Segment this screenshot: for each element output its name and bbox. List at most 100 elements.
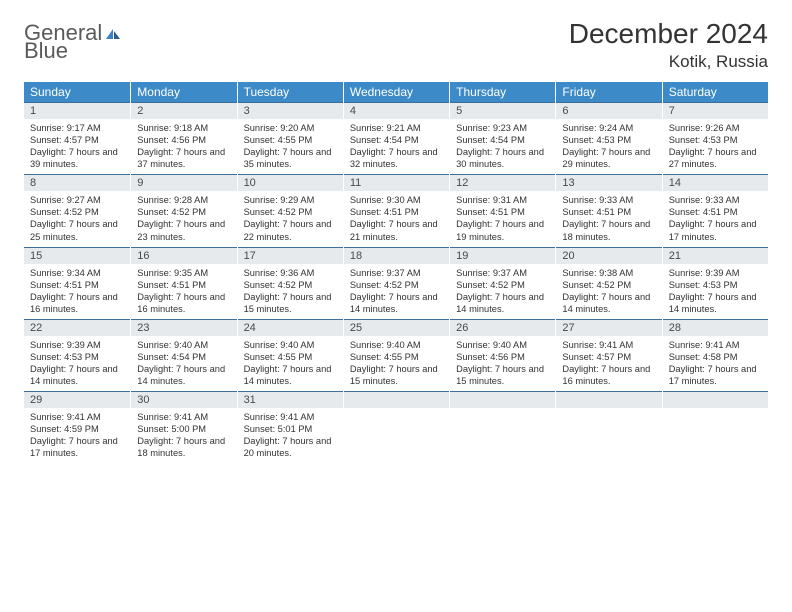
daylight-line: Daylight: 7 hours and 15 minutes. <box>350 363 443 387</box>
day-number: 31 <box>238 391 343 408</box>
sunset-line: Sunset: 4:59 PM <box>30 423 124 435</box>
sunset-line: Sunset: 4:52 PM <box>244 279 337 291</box>
daylight-line: Daylight: 7 hours and 21 minutes. <box>350 218 443 242</box>
calendar-day-cell: 26Sunrise: 9:40 AMSunset: 4:56 PMDayligh… <box>449 319 555 391</box>
calendar-day-cell: 29Sunrise: 9:41 AMSunset: 4:59 PMDayligh… <box>24 391 130 463</box>
sunset-line: Sunset: 4:53 PM <box>669 134 762 146</box>
sunset-line: Sunset: 4:55 PM <box>244 351 337 363</box>
sunrise-line: Sunrise: 9:27 AM <box>30 194 124 206</box>
calendar-day-cell: 11Sunrise: 9:30 AMSunset: 4:51 PMDayligh… <box>343 174 449 246</box>
day-details: Sunrise: 9:27 AMSunset: 4:52 PMDaylight:… <box>24 191 130 242</box>
sunrise-line: Sunrise: 9:29 AM <box>244 194 337 206</box>
sunrise-line: Sunrise: 9:28 AM <box>137 194 230 206</box>
sunset-line: Sunset: 4:53 PM <box>669 279 762 291</box>
calendar-day-cell: 30Sunrise: 9:41 AMSunset: 5:00 PMDayligh… <box>130 391 236 463</box>
calendar-day-cell: 2Sunrise: 9:18 AMSunset: 4:56 PMDaylight… <box>130 102 236 174</box>
calendar-day-cell: 10 Sunrise: 9:29 AMSunset: 4:52 PMDayligh… <box>237 174 343 246</box>
sunrise-line: Sunrise: 9:17 AM <box>30 122 124 134</box>
daylight-line: Daylight: 7 hours and 17 minutes. <box>669 363 762 387</box>
day-number: 12 <box>450 174 555 191</box>
day-details: Sunrise: 9:38 AMSunset: 4:52 PMDaylight:… <box>556 264 661 315</box>
day-details: Sunrise: 9:40 AMSunset: 4:55 PMDaylight:… <box>238 336 343 387</box>
day-number: 5 <box>450 102 555 119</box>
daylight-line: Daylight: 7 hours and 16 minutes. <box>137 291 230 315</box>
day-details: Sunrise: 9:40 AMSunset: 4:55 PMDaylight:… <box>344 336 449 387</box>
day-details: Sunrise: 9:39 AMSunset: 4:53 PMDaylight:… <box>24 336 130 387</box>
day-number: 25 <box>344 319 449 336</box>
sunrise-line: Sunrise: 9:41 AM <box>669 339 762 351</box>
sunset-line: Sunset: 4:52 PM <box>456 279 549 291</box>
day-details: Sunrise: 9:41 AMSunset: 4:58 PMDaylight:… <box>663 336 768 387</box>
calendar-day-cell: 28Sunrise: 9:41 AMSunset: 4:58 PMDayligh… <box>662 319 768 391</box>
calendar-day-cell: 21Sunrise: 9:39 AMSunset: 4:53 PMDayligh… <box>662 247 768 319</box>
day-details: Sunrise: 9:28 AMSunset: 4:52 PMDaylight:… <box>131 191 236 242</box>
day-number: 6 <box>556 102 661 119</box>
sunrise-line: Sunrise: 9:40 AM <box>456 339 549 351</box>
sunrise-line: Sunrise: 9:18 AM <box>137 122 230 134</box>
calendar-day-cell: 16Sunrise: 9:35 AMSunset: 4:51 PMDayligh… <box>130 247 236 319</box>
sunset-line: Sunset: 4:52 PM <box>137 206 230 218</box>
sunset-line: Sunset: 4:52 PM <box>244 206 337 218</box>
calendar-day-cell: 3Sunrise: 9:20 AMSunset: 4:55 PMDaylight… <box>237 102 343 174</box>
day-details: Sunrise: 9:40 AMSunset: 4:54 PMDaylight:… <box>131 336 236 387</box>
day-number: 11 <box>344 174 449 191</box>
daylight-line: Daylight: 7 hours and 18 minutes. <box>137 435 230 459</box>
daylight-line: Daylight: 7 hours and 22 minutes. <box>244 218 337 242</box>
sunrise-line: Sunrise: 9:23 AM <box>456 122 549 134</box>
day-number: 14 <box>663 174 768 191</box>
sunset-line: Sunset: 4:52 PM <box>562 279 655 291</box>
day-details <box>450 408 555 411</box>
daylight-line: Daylight: 7 hours and 27 minutes. <box>669 146 762 170</box>
daylight-line: Daylight: 7 hours and 16 minutes. <box>562 363 655 387</box>
calendar-week-row: 1Sunrise: 9:17 AMSunset: 4:57 PMDaylight… <box>24 102 768 174</box>
sunrise-line: Sunrise: 9:30 AM <box>350 194 443 206</box>
day-number: 24 <box>238 319 343 336</box>
sunset-line: Sunset: 4:53 PM <box>562 134 655 146</box>
daylight-line: Daylight: 7 hours and 15 minutes. <box>456 363 549 387</box>
sunset-line: Sunset: 4:51 PM <box>30 279 124 291</box>
calendar-day-cell: 31Sunrise: 9:41 AMSunset: 5:01 PMDayligh… <box>237 391 343 463</box>
daylight-line: Daylight: 7 hours and 14 minutes. <box>669 291 762 315</box>
day-number: 10 <box>238 174 343 191</box>
day-number: 16 <box>131 247 236 264</box>
day-number <box>344 391 449 408</box>
day-details: Sunrise: 9:40 AMSunset: 4:56 PMDaylight:… <box>450 336 555 387</box>
calendar-day-cell: 17Sunrise: 9:36 AMSunset: 4:52 PMDayligh… <box>237 247 343 319</box>
calendar-week-row: 29Sunrise: 9:41 AMSunset: 4:59 PMDayligh… <box>24 391 768 463</box>
day-number: 21 <box>663 247 768 264</box>
sunset-line: Sunset: 4:58 PM <box>669 351 762 363</box>
day-number: 15 <box>24 247 130 264</box>
sunrise-line: Sunrise: 9:31 AM <box>456 194 549 206</box>
daylight-line: Daylight: 7 hours and 39 minutes. <box>30 146 124 170</box>
day-details: Sunrise: 9:36 AMSunset: 4:52 PMDaylight:… <box>238 264 343 315</box>
daylight-line: Daylight: 7 hours and 14 minutes. <box>456 291 549 315</box>
day-number: 18 <box>344 247 449 264</box>
day-details: Sunrise: 9:20 AMSunset: 4:55 PMDaylight:… <box>238 119 343 170</box>
calendar-day-cell: 18Sunrise: 9:37 AMSunset: 4:52 PMDayligh… <box>343 247 449 319</box>
sunrise-line: Sunrise: 9:36 AM <box>244 267 337 279</box>
sunrise-line: Sunrise: 9:41 AM <box>562 339 655 351</box>
sunset-line: Sunset: 4:56 PM <box>137 134 230 146</box>
day-number: 1 <box>24 102 130 119</box>
weekday-header: Thursday <box>449 82 555 102</box>
daylight-line: Daylight: 7 hours and 32 minutes. <box>350 146 443 170</box>
calendar-day-cell <box>555 391 661 463</box>
daylight-line: Daylight: 7 hours and 25 minutes. <box>30 218 124 242</box>
day-number: 22 <box>24 319 130 336</box>
day-details: Sunrise: 9:37 AMSunset: 4:52 PMDaylight:… <box>450 264 555 315</box>
sunrise-line: Sunrise: 9:39 AM <box>30 339 124 351</box>
daylight-line: Daylight: 7 hours and 15 minutes. <box>244 291 337 315</box>
day-number <box>556 391 661 408</box>
sunset-line: Sunset: 5:01 PM <box>244 423 337 435</box>
sunset-line: Sunset: 4:55 PM <box>244 134 337 146</box>
calendar-day-cell: 27Sunrise: 9:41 AMSunset: 4:57 PMDayligh… <box>555 319 661 391</box>
sunset-line: Sunset: 4:51 PM <box>669 206 762 218</box>
daylight-line: Daylight: 7 hours and 30 minutes. <box>456 146 549 170</box>
sunrise-line: Sunrise: 9:24 AM <box>562 122 655 134</box>
calendar-day-cell: 4Sunrise: 9:21 AMSunset: 4:54 PMDaylight… <box>343 102 449 174</box>
sunrise-line: Sunrise: 9:41 AM <box>137 411 230 423</box>
calendar-day-cell: 7Sunrise: 9:26 AMSunset: 4:53 PMDaylight… <box>662 102 768 174</box>
calendar-day-cell: 12Sunrise: 9:31 AMSunset: 4:51 PMDayligh… <box>449 174 555 246</box>
day-details: Sunrise: 9:21 AMSunset: 4:54 PMDaylight:… <box>344 119 449 170</box>
weekday-header: Wednesday <box>343 82 449 102</box>
